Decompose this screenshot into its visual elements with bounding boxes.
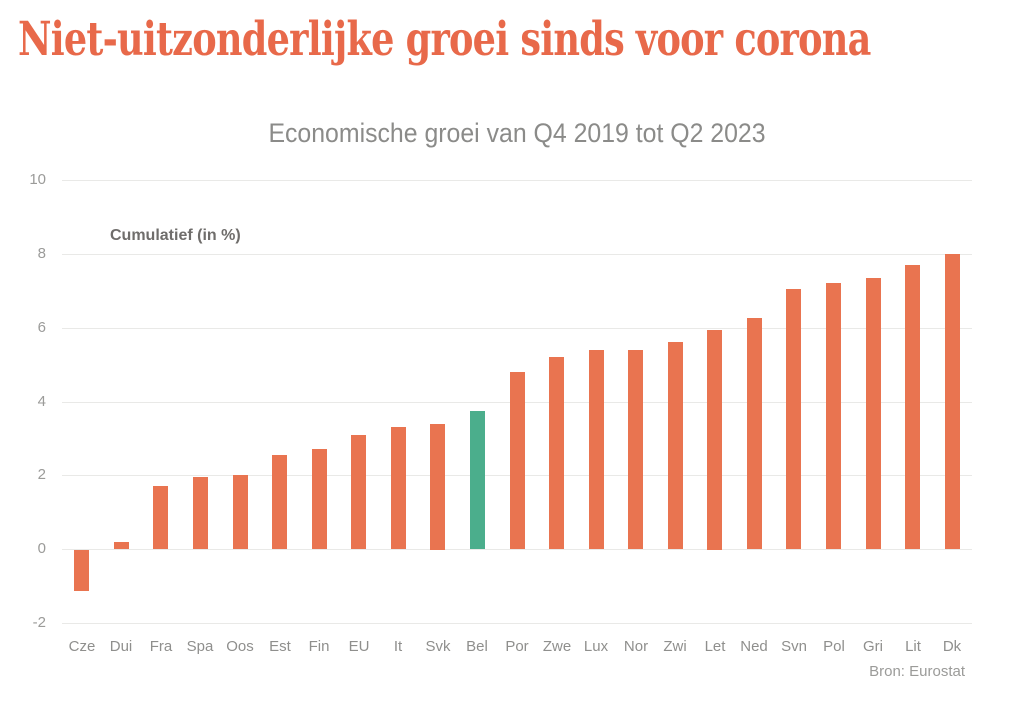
gridline bbox=[62, 180, 972, 181]
bar-Dk bbox=[945, 254, 960, 549]
bar-It bbox=[391, 427, 406, 549]
y-tick-label: 8 bbox=[37, 245, 46, 262]
y-tick-label: 0 bbox=[37, 540, 46, 557]
x-tick-label: Zwi bbox=[663, 638, 687, 655]
x-tick-label: Lit bbox=[905, 638, 921, 655]
y-tick-label: 4 bbox=[37, 393, 46, 410]
bar-Zwi bbox=[668, 342, 683, 549]
x-tick-label: Est bbox=[269, 638, 291, 655]
bar-Por bbox=[510, 372, 525, 549]
bar-Dui bbox=[114, 542, 129, 549]
bar-Zwe bbox=[549, 357, 564, 549]
source-credit: Bron: Eurostat bbox=[869, 663, 965, 680]
gridline bbox=[62, 254, 972, 255]
x-tick-label: Lux bbox=[583, 638, 609, 655]
chart-title: Economische groei van Q4 2019 tot Q2 202… bbox=[268, 118, 766, 148]
bar-Lux bbox=[589, 350, 604, 549]
x-tick-label: Ned bbox=[740, 638, 768, 655]
bar-Cze bbox=[74, 550, 89, 591]
x-tick-label: Svk bbox=[425, 638, 451, 655]
x-tick-label: Zwe bbox=[542, 638, 572, 655]
bar-Est bbox=[272, 455, 287, 549]
x-tick-label: Dui bbox=[109, 638, 133, 655]
y-tick-label: 2 bbox=[37, 466, 46, 483]
x-tick-label: Por bbox=[505, 638, 529, 655]
bar-Let bbox=[707, 330, 722, 550]
page-title: Niet-uitzonderlijke groei sinds voor cor… bbox=[18, 12, 871, 67]
x-tick-label: It bbox=[393, 638, 403, 655]
x-tick-label: Dk bbox=[942, 638, 962, 655]
y-tick-label: 10 bbox=[29, 171, 46, 188]
x-tick-label: Cze bbox=[68, 638, 96, 655]
bar-Pol bbox=[826, 283, 841, 549]
bar-Nor bbox=[628, 350, 643, 549]
bar-Spa bbox=[193, 477, 208, 549]
bar-Fra bbox=[153, 486, 168, 549]
x-tick-label: EU bbox=[348, 638, 370, 655]
bar-Lit bbox=[905, 265, 920, 549]
gridline bbox=[62, 328, 972, 329]
x-tick-label: Gri bbox=[863, 638, 883, 655]
x-tick-label: Fin bbox=[308, 638, 330, 655]
x-tick-label: Nor bbox=[623, 638, 649, 655]
bar-Oos bbox=[233, 475, 248, 549]
bar-EU bbox=[351, 435, 366, 549]
x-tick-label: Pol bbox=[823, 638, 845, 655]
x-tick-label: Oos bbox=[226, 638, 254, 655]
bar-Svk bbox=[430, 424, 445, 550]
x-tick-label: Svn bbox=[781, 638, 807, 655]
bar-Fin bbox=[312, 449, 327, 549]
bar-Gri bbox=[866, 278, 881, 549]
x-tick-label: Spa bbox=[186, 638, 214, 655]
gridline bbox=[62, 549, 972, 550]
bar-Ned bbox=[747, 318, 762, 549]
bar-Bel bbox=[470, 411, 485, 549]
x-tick-label: Bel bbox=[466, 638, 488, 655]
gridline bbox=[62, 623, 972, 624]
x-tick-label: Let bbox=[704, 638, 726, 655]
y-tick-label: -2 bbox=[32, 614, 46, 631]
y-axis-unit-label: Cumulatief (in %) bbox=[110, 227, 241, 244]
bar-Svn bbox=[786, 289, 801, 549]
x-tick-label: Fra bbox=[149, 638, 173, 655]
y-tick-label: 6 bbox=[37, 319, 46, 336]
